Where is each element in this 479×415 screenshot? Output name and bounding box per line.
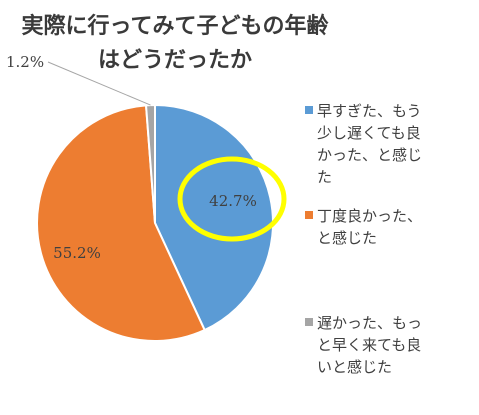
legend-label: いと感じた bbox=[317, 358, 393, 376]
legend-text-line: と感じた bbox=[305, 227, 477, 249]
legend-item-2: 遅かった、もっ と早く来ても良 いと感じた bbox=[305, 312, 477, 378]
legend-label: た bbox=[317, 168, 333, 186]
legend-label: かった、と感じ bbox=[317, 146, 423, 164]
legend-text-line: 遅かった、もっ bbox=[305, 312, 477, 334]
legend-label: 丁度良かった、 bbox=[317, 207, 423, 225]
legend-text-line: いと感じた bbox=[305, 356, 477, 378]
leader-line bbox=[47, 61, 151, 106]
data-label-slice-1: 55.2% bbox=[53, 244, 101, 262]
legend-item-0: 早すぎた、もう 少し遅くても良 かった、と感じた bbox=[305, 100, 477, 188]
data-label-slice-0: 42.7% bbox=[209, 192, 257, 210]
legend-text-line: かった、と感じ bbox=[305, 144, 477, 166]
legend-label: 少し遅くても良 bbox=[317, 124, 421, 142]
legend-label: 早すぎた、もう bbox=[317, 102, 422, 120]
legend-label: 遅かった、もっ bbox=[317, 314, 423, 332]
legend-item-1: 丁度良かった、 と感じた bbox=[305, 205, 477, 249]
pie-slice-1 bbox=[36, 104, 206, 342]
highlight-ellipse bbox=[177, 156, 287, 242]
legend-label: と早く来ても良 bbox=[317, 336, 422, 354]
legend-text-line: と早く来ても良 bbox=[305, 334, 477, 356]
data-label-slice-2: 1.2% bbox=[6, 53, 44, 71]
legend-text-line: 丁度良かった、 bbox=[305, 205, 477, 227]
chart-title-line-1: 実際に行ってみて子どもの年齢 bbox=[21, 14, 329, 39]
legend-swatch-2 bbox=[305, 318, 313, 326]
pie-slices bbox=[36, 103, 275, 342]
legend-label: と感じた bbox=[317, 229, 378, 247]
legend-text-line: 少し遅くても良 bbox=[305, 122, 477, 144]
chart-title: 実際に行ってみて子どもの年齢 はどうだったか bbox=[20, 10, 330, 78]
chart-title-line-2: はどうだったか bbox=[97, 48, 252, 73]
legend-text-line: た bbox=[305, 166, 477, 188]
legend-swatch-0 bbox=[305, 106, 313, 114]
legend-swatch-1 bbox=[305, 211, 313, 219]
pie-slice-2 bbox=[144, 103, 156, 224]
legend-text-line: 早すぎた、もう bbox=[305, 100, 477, 122]
